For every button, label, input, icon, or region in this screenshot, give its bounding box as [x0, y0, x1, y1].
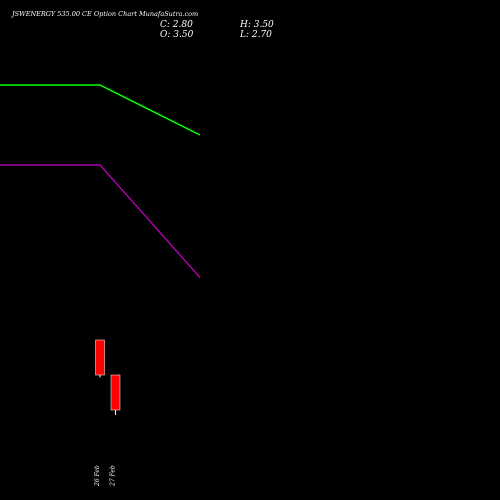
- open-value: O: 3.50: [160, 30, 194, 40]
- candle-body: [95, 339, 105, 376]
- overlay-lines: [0, 84, 201, 278]
- x-tick-label: 27 Feb: [110, 465, 117, 487]
- chart-title: JSWENERGY 535.00 CE Option Chart MunafaS…: [10, 10, 198, 18]
- x-axis-labels: 26 Feb 27 Feb: [94, 465, 117, 487]
- close-value: C: 2.80: [160, 20, 193, 30]
- overlay-line-1: [0, 84, 201, 136]
- overlay-line-2: [0, 164, 201, 278]
- candle-body: [110, 374, 121, 411]
- candles-group: [95, 339, 121, 415]
- x-tick-label: 26 Feb: [94, 465, 101, 487]
- high-value: H: 3.50: [239, 20, 274, 30]
- low-value: L: 2.70: [239, 30, 272, 40]
